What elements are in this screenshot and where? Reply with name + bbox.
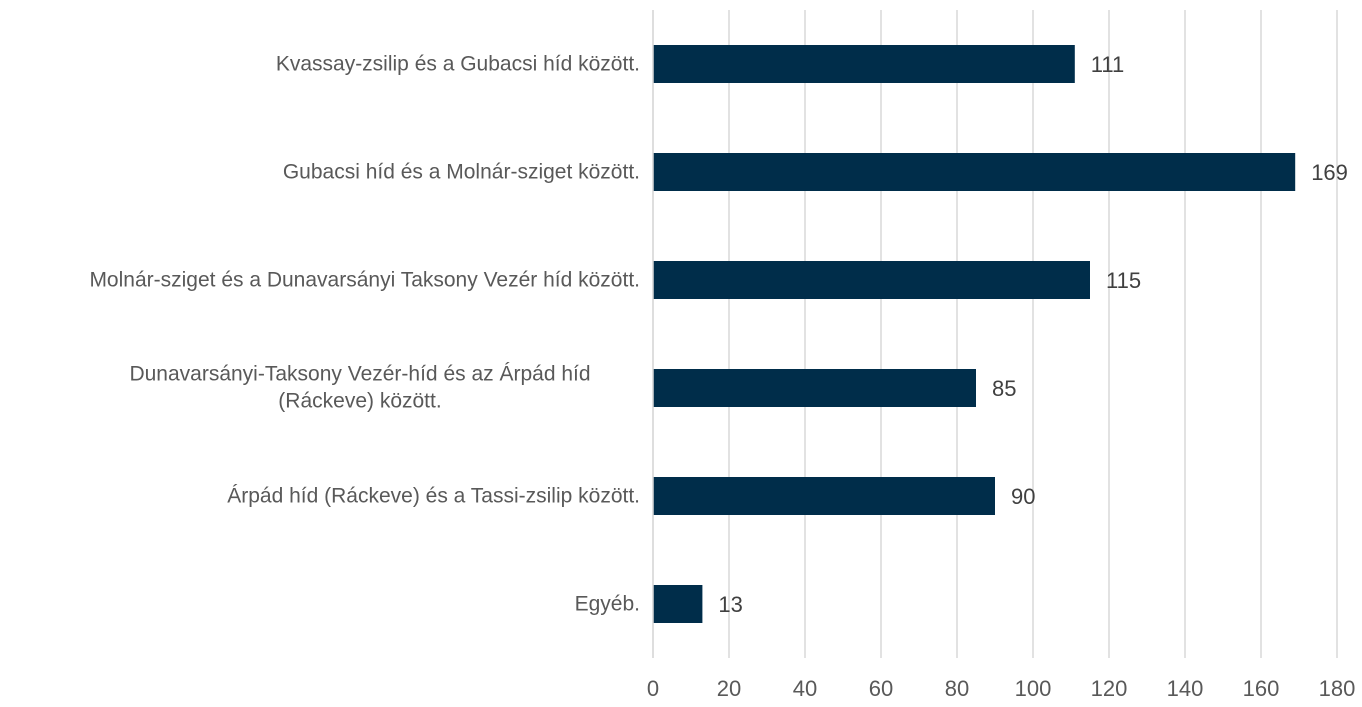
data-label: 13	[718, 592, 742, 617]
x-tick-label: 0	[647, 676, 659, 701]
category-label-box: Egyéb.	[0, 590, 640, 617]
bar	[653, 261, 1090, 299]
x-tick-label: 60	[869, 676, 893, 701]
x-tick-label: 120	[1091, 676, 1128, 701]
x-tick-label: 40	[793, 676, 817, 701]
x-tick-label: 180	[1319, 676, 1356, 701]
bar	[653, 153, 1296, 191]
data-label: 115	[1106, 268, 1141, 293]
y-tick-label: Kvassay-zsilip és a Gubacsi híd között.	[275, 52, 640, 76]
data-label: 169	[1311, 160, 1348, 185]
bar	[653, 45, 1075, 83]
data-label: 111	[1091, 52, 1124, 77]
x-tick-label: 140	[1167, 676, 1204, 701]
data-label: 90	[1011, 484, 1035, 509]
category-label-box: Molnár-sziget és a Dunavarsányi Taksony …	[0, 266, 640, 293]
x-tick-label: 160	[1243, 676, 1280, 701]
y-tick-label: Molnár-sziget és a Dunavarsányi Taksony …	[89, 268, 640, 292]
y-tick-label: Egyéb.	[574, 592, 640, 616]
x-tick-label: 100	[1015, 676, 1052, 701]
category-label-box: Árpád híd (Ráckeve) és a Tassi-zsilip kö…	[0, 482, 640, 509]
bar	[653, 585, 703, 623]
category-label-box: Dunavarsányi-Taksony Vezér-híd és az Árp…	[0, 361, 640, 416]
y-tick-label: Dunavarsányi-Taksony Vezér-híd és az Árp…	[129, 362, 591, 413]
x-tick-label: 80	[945, 676, 969, 701]
bar	[653, 369, 976, 407]
y-tick-label: Gubacsi híd és a Molnár-sziget között.	[282, 160, 640, 184]
category-label-box: Kvassay-zsilip és a Gubacsi híd között.	[0, 50, 640, 77]
category-label-box: Gubacsi híd és a Molnár-sziget között.	[0, 158, 640, 185]
bar	[653, 477, 995, 515]
x-tick-label: 20	[717, 676, 741, 701]
y-tick-label: Árpád híd (Ráckeve) és a Tassi-zsilip kö…	[227, 484, 640, 508]
data-label: 85	[992, 376, 1016, 401]
